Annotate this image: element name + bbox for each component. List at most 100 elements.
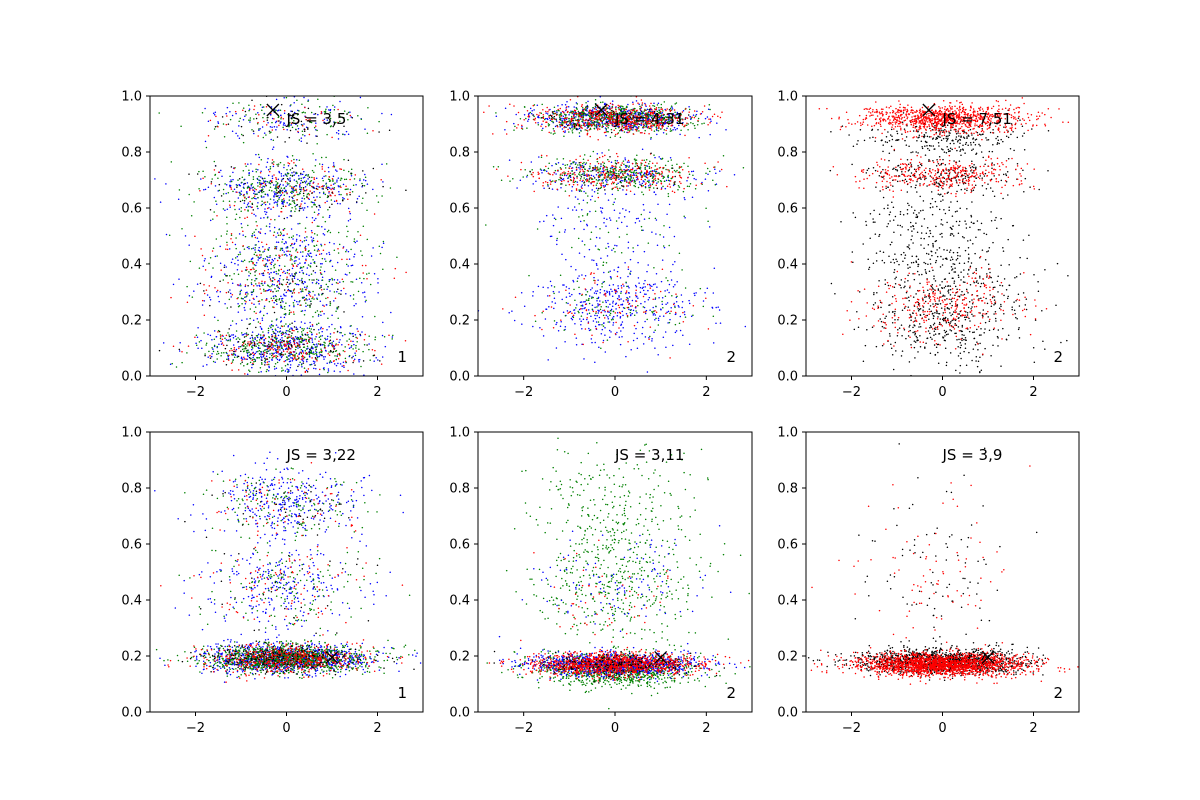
data-point — [321, 310, 323, 312]
data-point — [552, 121, 554, 123]
data-point — [273, 196, 275, 198]
data-point — [595, 236, 598, 239]
data-point — [564, 164, 566, 166]
data-point — [282, 331, 284, 334]
data-point — [565, 296, 568, 298]
data-point — [564, 116, 567, 118]
data-point — [622, 179, 624, 182]
data-point — [308, 193, 311, 196]
data-point — [307, 100, 309, 102]
data-point — [289, 259, 292, 261]
data-point — [281, 367, 283, 369]
data-point — [264, 265, 266, 268]
data-point — [600, 257, 602, 259]
data-point — [220, 355, 222, 357]
data-point — [159, 201, 162, 203]
data-point — [252, 338, 254, 340]
data-point — [276, 203, 279, 205]
data-point — [287, 123, 290, 126]
data-point — [298, 193, 300, 196]
data-point — [611, 175, 613, 177]
data-point — [271, 299, 274, 302]
data-point — [273, 352, 275, 355]
data-point — [333, 363, 336, 365]
data-point — [271, 180, 273, 182]
data-point — [504, 128, 506, 131]
data-point — [597, 321, 600, 323]
data-point — [209, 219, 212, 222]
data-point — [404, 340, 407, 342]
y-tick-label: 0.4 — [121, 258, 142, 273]
data-point — [305, 216, 308, 219]
data-point — [198, 187, 200, 190]
data-point — [603, 289, 606, 292]
data-point — [320, 314, 322, 317]
data-point — [287, 289, 289, 292]
data-point — [310, 352, 313, 354]
data-point — [272, 234, 275, 237]
data-point — [545, 214, 548, 217]
data-point — [268, 366, 270, 369]
data-point — [307, 244, 310, 246]
data-point — [275, 189, 278, 192]
data-point — [252, 262, 254, 264]
data-point — [230, 362, 233, 364]
data-point — [661, 111, 664, 114]
data-point — [631, 312, 633, 315]
data-point — [244, 309, 246, 311]
data-point — [615, 302, 618, 304]
data-point — [293, 351, 295, 353]
data-point — [649, 183, 651, 185]
data-point — [595, 108, 597, 111]
data-point — [309, 182, 311, 184]
data-point — [241, 358, 244, 360]
data-point — [280, 283, 283, 285]
data-point — [240, 285, 242, 287]
data-point — [257, 202, 259, 204]
data-point — [189, 260, 192, 263]
data-point — [264, 281, 266, 283]
data-point — [366, 344, 368, 346]
data-point — [638, 103, 640, 106]
data-point — [278, 277, 281, 280]
data-point — [277, 289, 279, 292]
data-point — [299, 182, 302, 184]
data-point — [275, 241, 278, 243]
data-point — [639, 113, 642, 115]
data-point — [600, 165, 602, 168]
data-point — [287, 344, 290, 347]
data-point — [296, 283, 298, 286]
data-point — [620, 324, 622, 326]
data-point — [308, 255, 311, 258]
data-point — [276, 136, 279, 138]
data-point — [361, 182, 363, 185]
data-point — [241, 344, 244, 346]
data-point — [225, 248, 227, 250]
data-point — [289, 180, 291, 183]
data-point — [328, 253, 331, 256]
data-point — [256, 318, 259, 320]
data-point — [242, 245, 244, 247]
data-point — [259, 367, 262, 369]
data-point — [283, 313, 286, 316]
data-point — [295, 326, 298, 329]
data-point — [617, 113, 619, 116]
data-point — [664, 331, 667, 333]
data-point — [609, 270, 611, 272]
data-point — [689, 115, 691, 118]
data-point — [252, 186, 255, 188]
data-point — [646, 371, 649, 373]
data-point — [381, 334, 384, 337]
data-point — [285, 356, 288, 358]
data-point — [209, 257, 212, 259]
data-point — [284, 353, 287, 355]
data-point — [371, 348, 374, 351]
data-point — [393, 277, 396, 280]
data-point — [263, 354, 265, 356]
data-point — [277, 351, 279, 354]
data-point — [289, 290, 292, 292]
data-point — [307, 264, 310, 266]
data-point — [639, 286, 642, 289]
data-point — [251, 99, 253, 102]
data-point — [251, 347, 254, 349]
